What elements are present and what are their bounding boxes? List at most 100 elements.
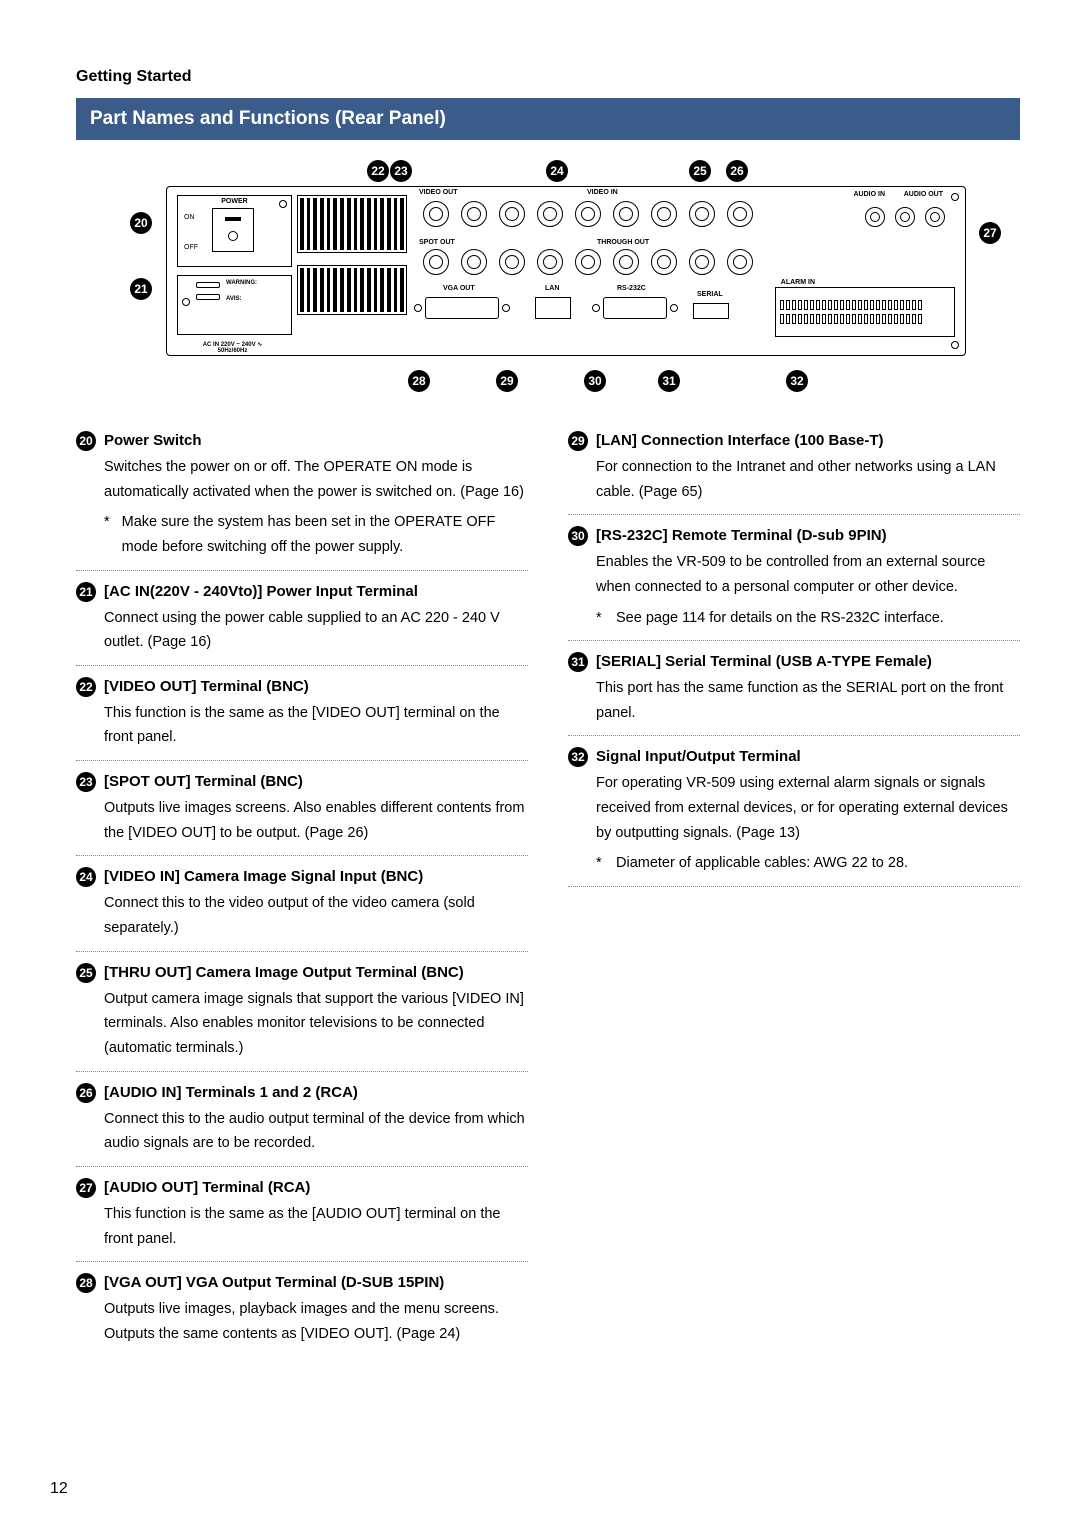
vent-grille-2 xyxy=(297,265,407,315)
bnc-connector xyxy=(461,201,487,227)
item-number-21: 21 xyxy=(76,582,96,602)
item-body: Outputs live images, playback images and… xyxy=(104,1297,528,1346)
content-columns: 20 Power Switch Switches the power on or o… xyxy=(76,430,1020,1354)
item-number-32: 32 xyxy=(568,747,588,767)
lan-port xyxy=(535,297,571,319)
callout-20: 20 xyxy=(130,212,152,234)
separator xyxy=(76,1261,528,1262)
item-body: Enables the VR-509 to be controlled from… xyxy=(596,550,1020,599)
item-number-27: 27 xyxy=(76,1178,96,1198)
audio-out xyxy=(925,207,945,227)
callout-29: 29 xyxy=(496,370,518,392)
rear-panel-diagram: 2223242526 2021 27 2829303132 POWER ON O… xyxy=(76,160,1020,400)
callout-25: 25 xyxy=(689,160,711,182)
separator xyxy=(568,735,1020,736)
item-note: *See page 114 for details on the RS-232C… xyxy=(596,606,1020,631)
callout-30: 30 xyxy=(584,370,606,392)
item-number-25: 25 xyxy=(76,963,96,983)
callout-24: 24 xyxy=(546,160,568,182)
bnc-connector xyxy=(423,249,449,275)
item-25: 25 [THRU OUT] Camera Image Output Termina… xyxy=(76,962,528,1061)
rear-panel-box: POWER ON OFF WARNING: AVIS: AC IN 220V ~… xyxy=(166,186,966,356)
item-title: [SERIAL] Serial Terminal (USB A-TYPE Fem… xyxy=(596,651,932,672)
bnc-connector xyxy=(537,249,563,275)
item-26: 26[AUDIO IN] Terminals 1 and 2 (RCA)Conn… xyxy=(76,1082,528,1156)
separator xyxy=(76,951,528,952)
bnc-connector xyxy=(613,201,639,227)
item-24: 24 [VIDEO IN] Camera Image Signal Input (… xyxy=(76,866,528,940)
item-title: [RS-232C] Remote Terminal (D-sub 9PIN) xyxy=(596,525,887,546)
callout-26: 26 xyxy=(726,160,748,182)
ac-inlet: WARNING: AVIS: AC IN 220V ~ 240V ∿ 50Hz/… xyxy=(177,275,292,335)
separator xyxy=(76,760,528,761)
item-title: [AUDIO IN] Terminals 1 and 2 (RCA) xyxy=(104,1082,358,1103)
item-30: 30 [RS-232C] Remote Terminal (D-sub 9PIN)… xyxy=(568,525,1020,630)
separator xyxy=(568,886,1020,887)
item-note: *Make sure the system has been set in th… xyxy=(104,510,528,559)
power-switch-area: POWER ON OFF xyxy=(177,195,292,267)
item-number-22: 22 xyxy=(76,677,96,697)
separator xyxy=(568,640,1020,641)
bnc-connector xyxy=(499,201,525,227)
bnc-connector xyxy=(575,249,601,275)
separator xyxy=(568,514,1020,515)
item-number-29: 29 xyxy=(568,431,588,451)
item-32: 32 Signal Input/Output Terminal For operat… xyxy=(568,746,1020,876)
rs232c-port xyxy=(603,297,667,319)
separator xyxy=(76,570,528,571)
right-column: 29 [LAN] Connection Interface (100 Base-T… xyxy=(568,430,1020,1354)
on-label: ON xyxy=(184,214,195,221)
callout-27: 27 xyxy=(979,222,1001,244)
left-column: 20 Power Switch Switches the power on or o… xyxy=(76,430,528,1354)
bnc-connector xyxy=(689,249,715,275)
audio-in-1 xyxy=(865,207,885,227)
callout-31: 31 xyxy=(658,370,680,392)
separator xyxy=(76,1166,528,1167)
item-body: This port has the same function as the S… xyxy=(596,676,1020,725)
item-27: 27[AUDIO OUT] Terminal (RCA)This functio… xyxy=(76,1177,528,1251)
item-21: 21[AC IN(220V - 240Vto)] Power Input Ter… xyxy=(76,581,528,655)
item-number-23: 23 xyxy=(76,772,96,792)
item-body: For operating VR-509 using external alar… xyxy=(596,771,1020,845)
separator xyxy=(76,1071,528,1072)
item-title: Power Switch xyxy=(104,430,202,451)
bnc-connector xyxy=(689,201,715,227)
power-label: POWER xyxy=(178,198,291,205)
item-title: [SPOT OUT] Terminal (BNC) xyxy=(104,771,303,792)
item-body: This function is the same as the [AUDIO … xyxy=(104,1202,528,1251)
item-number-20: 20 xyxy=(76,431,96,451)
serial-port xyxy=(693,303,729,319)
item-title: [VGA OUT] VGA Output Terminal (D-SUB 15P… xyxy=(104,1272,444,1293)
breadcrumb: Getting Started xyxy=(76,68,1020,86)
bnc-connector xyxy=(651,249,677,275)
section-title: Part Names and Functions (Rear Panel) xyxy=(76,98,1020,140)
item-20: 20 Power Switch Switches the power on or o… xyxy=(76,430,528,560)
audio-in-2 xyxy=(895,207,915,227)
bnc-connector xyxy=(727,201,753,227)
item-number-30: 30 xyxy=(568,526,588,546)
item-29: 29 [LAN] Connection Interface (100 Base-T… xyxy=(568,430,1020,504)
bnc-connector xyxy=(537,201,563,227)
item-title: [VIDEO OUT] Terminal (BNC) xyxy=(104,676,309,697)
item-title: [LAN] Connection Interface (100 Base-T) xyxy=(596,430,884,451)
vga-port xyxy=(425,297,499,319)
bnc-connector xyxy=(575,201,601,227)
item-body: Connect using the power cable supplied t… xyxy=(104,606,528,655)
item-body: For connection to the Intranet and other… xyxy=(596,455,1020,504)
off-label: OFF xyxy=(184,244,198,251)
item-title: [THRU OUT] Camera Image Output Terminal … xyxy=(104,962,464,983)
bnc-connector xyxy=(613,249,639,275)
item-body: Outputs live images screens. Also enable… xyxy=(104,796,528,845)
bnc-connector xyxy=(727,249,753,275)
item-23: 23 [SPOT OUT] Terminal (BNC) Outputs live … xyxy=(76,771,528,845)
item-31: 31[SERIAL] Serial Terminal (USB A-TYPE F… xyxy=(568,651,1020,725)
callout-23: 23 xyxy=(390,160,412,182)
item-title: Signal Input/Output Terminal xyxy=(596,746,801,767)
item-body: Switches the power on or off. The OPERAT… xyxy=(104,455,528,504)
item-body: Connect this to the video output of the … xyxy=(104,891,528,940)
item-number-24: 24 xyxy=(76,867,96,887)
callout-21: 21 xyxy=(130,278,152,300)
item-title: [VIDEO IN] Camera Image Signal Input (BN… xyxy=(104,866,423,887)
item-body: Connect this to the audio output termina… xyxy=(104,1107,528,1156)
callout-22: 22 xyxy=(367,160,389,182)
